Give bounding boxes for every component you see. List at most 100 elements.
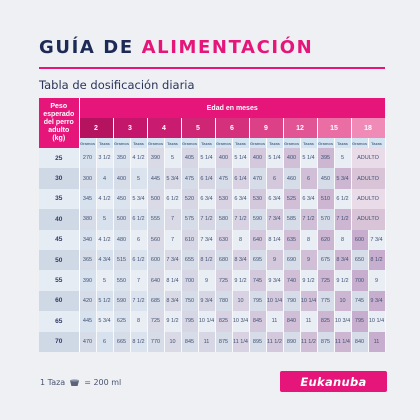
cups-cell: 5 1/4 [266, 148, 284, 169]
cups-cell: 11 [300, 311, 318, 332]
grams-unit-header: Gramos [181, 138, 199, 148]
grams-cell: 655 [181, 249, 199, 271]
grams-cell: 500 [113, 209, 131, 230]
weight-cell: 35 [39, 188, 80, 210]
age-header: 3 [113, 118, 148, 138]
grams-cell: 840 [351, 331, 369, 352]
cups-cell: 6 1/4 [198, 168, 216, 189]
weight-cell: 40 [39, 209, 80, 230]
grams-cell: 665 [113, 331, 131, 352]
cups-cell: 5 3/4 [96, 311, 114, 332]
grams-cell: 700 [351, 270, 369, 291]
table-row: 25 270 3 1/2 350 4 1/2 390 5 405 5 1/4 400 5 1/4 40… [39, 148, 386, 169]
age-header: 18 [351, 118, 386, 138]
cups-unit-header: Tazas [368, 138, 386, 148]
age-header: 15 [317, 118, 352, 138]
grams-cell: 390 [147, 148, 165, 169]
grams-cell: 795 [351, 311, 369, 332]
grams-cell: 270 [79, 148, 97, 169]
cups-cell: 7 [164, 229, 182, 250]
cups-cell: 8 [232, 229, 250, 250]
cups-cell: 7 1/2 [300, 209, 318, 230]
cups-cell: 6 3/4 [300, 188, 318, 210]
grams-cell: 395 [317, 148, 335, 169]
cups-cell: 9 [368, 270, 386, 291]
grams-cell: 685 [147, 290, 165, 312]
adult-cell: ADULTO [351, 168, 386, 189]
cups-unit-header: Tazas [266, 138, 284, 148]
grams-cell: 690 [283, 249, 301, 271]
cups-cell: 5 3/4 [164, 168, 182, 189]
cups-cell: 9 [300, 249, 318, 271]
grams-cell: 840 [283, 311, 301, 332]
grams-cell: 590 [249, 209, 267, 230]
cups-cell: 4 [96, 168, 114, 189]
cups-cell: 5 1/2 [96, 290, 114, 312]
cups-cell: 6 [96, 331, 114, 352]
cups-unit-header: Tazas [130, 138, 148, 148]
weight-cell: 70 [39, 331, 80, 352]
cups-cell: 6 [130, 229, 148, 250]
table-row: 30 300 4 400 5 445 5 3/4 475 6 1/4 475 6 1/4 470 6 46… [39, 168, 386, 189]
weight-header-line: adulto [48, 127, 70, 134]
table-row: 40 380 5 500 6 1/2 555 7 575 7 1/2 580 7 1/2 590 7 3… [39, 209, 386, 230]
grams-cell: 650 [351, 249, 369, 271]
grams-unit-header: Gramos [147, 138, 165, 148]
grams-cell: 560 [147, 229, 165, 250]
cups-unit-header: Tazas [198, 138, 216, 148]
grams-cell: 365 [79, 249, 97, 271]
grams-cell: 620 [317, 229, 335, 250]
grams-cell: 420 [79, 290, 97, 312]
cups-cell: 3 1/2 [96, 148, 114, 169]
cups-cell: 7 3/4 [198, 229, 216, 250]
cups-cell: 7 1/2 [198, 209, 216, 230]
grams-cell: 825 [317, 311, 335, 332]
grams-cell: 400 [249, 148, 267, 169]
cups-cell: 10 1/4 [266, 290, 284, 312]
grams-cell: 345 [79, 188, 97, 210]
grams-cell: 400 [113, 168, 131, 189]
cups-cell: 6 1/2 [164, 188, 182, 210]
table-row: 35 345 4 1/2 450 5 3/4 500 6 1/2 520 6 3/4 530 6 3… [39, 188, 386, 210]
grams-cell: 675 [317, 249, 335, 271]
grams-cell: 450 [113, 188, 131, 210]
grams-cell: 590 [113, 290, 131, 312]
grams-cell: 475 [181, 168, 199, 189]
grams-cell: 895 [249, 331, 267, 352]
cup-icon [70, 378, 80, 386]
cups-cell: 5 [334, 148, 352, 169]
cups-cell: 4 3/4 [96, 249, 114, 271]
grams-cell: 300 [79, 168, 97, 189]
grams-cell: 445 [79, 311, 97, 332]
grams-cell: 530 [215, 188, 233, 210]
grams-cell: 405 [181, 148, 199, 169]
cups-cell: 7 [130, 270, 148, 291]
weight-cell: 45 [39, 229, 80, 250]
cups-cell: 10 1/4 [300, 290, 318, 312]
eukanuba-logo: Eukanuba [280, 371, 387, 392]
cups-cell: 8 1/4 [164, 270, 182, 291]
adult-cell: ADULTO [351, 148, 386, 169]
grams-cell: 520 [181, 188, 199, 210]
grams-cell: 790 [283, 290, 301, 312]
grams-cell: 740 [283, 270, 301, 291]
grams-cell: 530 [249, 188, 267, 210]
grams-unit-header: Gramos [79, 138, 97, 148]
grams-cell: 550 [113, 270, 131, 291]
weight-cell: 30 [39, 168, 80, 189]
feeding-table-container: Peso esperado del perro adulto (kg) Edad en m… [39, 98, 386, 358]
cups-cell: 7 3/4 [266, 209, 284, 230]
cups-cell: 5 1/4 [232, 148, 250, 169]
cups-cell: 11 1/2 [266, 331, 284, 352]
grams-cell: 775 [317, 290, 335, 312]
cups-cell: 8 [130, 311, 148, 332]
grams-cell: 470 [249, 168, 267, 189]
cups-unit-header: Tazas [232, 138, 250, 148]
age-header: 12 [283, 118, 318, 138]
cups-cell: 10 3/4 [232, 311, 250, 332]
grams-unit-header: Gramos [317, 138, 335, 148]
cups-unit-header: Tazas [164, 138, 182, 148]
grams-cell: 340 [79, 229, 97, 250]
grams-cell: 500 [147, 188, 165, 210]
unit-header-row: Gramos Tazas Gramos Tazas Gramos Tazas Gramos T… [39, 138, 386, 148]
